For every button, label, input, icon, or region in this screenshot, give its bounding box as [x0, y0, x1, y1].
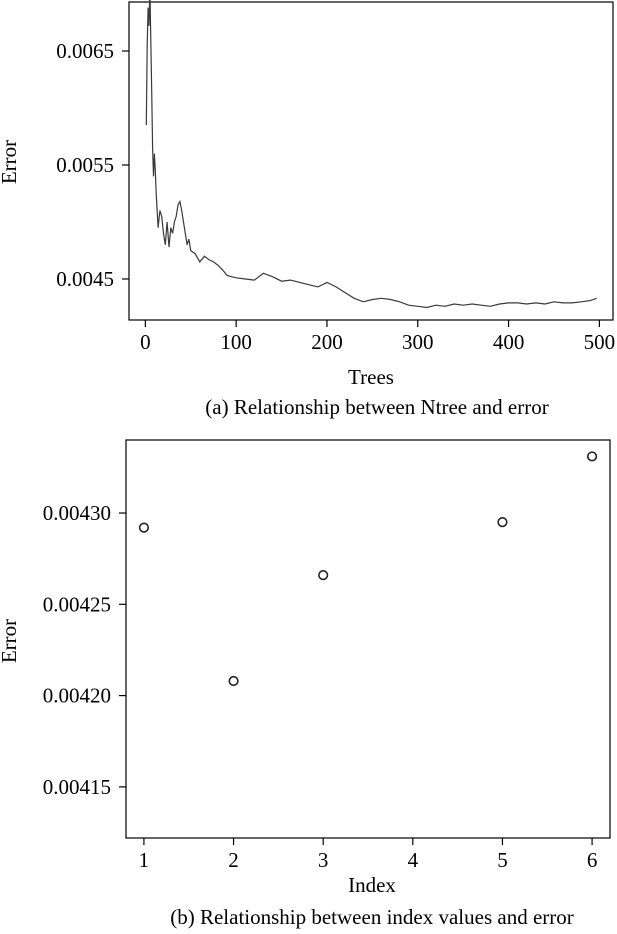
panel-b-plot-frame: [125, 439, 611, 839]
panel-a-y-axis-label: Error: [0, 140, 21, 184]
panel-a-caption: (a) Relationship between Ntree and error: [205, 395, 548, 419]
panel-b-y-tick-label: 0.00420: [43, 684, 111, 708]
panel-b-data-point: [138, 522, 150, 533]
panel-a-x-tick-label: 200: [311, 330, 343, 354]
panel-a-x-tick-label: 300: [402, 330, 434, 354]
panel-a-error-series-line: [145, 0, 597, 309]
panel-b-y-axis-label: Error: [0, 619, 21, 663]
panel-b-caption: (b) Relationship between index values an…: [170, 905, 574, 929]
panel-a-y-tick-label: 0.0065: [56, 39, 114, 63]
panel-a-y-tick-label: 0.0055: [56, 153, 114, 177]
panel-b-y-tick-label: 0.00430: [43, 501, 111, 525]
panel-a-x-tick-label: 0: [140, 330, 151, 354]
panel-a-x-axis: 0 100 200 300 400 500: [140, 320, 615, 354]
panel-b-x-axis-label: Index: [348, 873, 396, 897]
panel-b-x-tick-label: 1: [139, 848, 150, 872]
panel-b-data-point: [586, 451, 598, 462]
panel-b-x-axis: 1 2 3 4 5 6: [139, 838, 598, 872]
panel-b-x-tick-label: 3: [318, 848, 329, 872]
panel-a-x-axis-label: Trees: [348, 365, 394, 389]
panel-a-x-tick-label: 500: [584, 330, 616, 354]
panel-b-scatter-chart: 1 2 3 4 5 6 0.00415 0.00420 0.00425 0.00430 Inde…: [0, 439, 611, 929]
panel-a-plot-frame: [128, 1, 614, 321]
panel-b-data-point: [497, 517, 508, 528]
panel-b-points: [138, 451, 598, 687]
panel-b-x-tick-label: 5: [497, 848, 508, 872]
panel-b-x-tick-label: 6: [587, 848, 598, 872]
panel-b-x-tick-label: 4: [408, 848, 419, 872]
panel-a-y-axis: 0.0045 0.0055 0.0065: [56, 39, 129, 291]
panel-a-x-tick-label: 100: [220, 330, 252, 354]
panel-b-x-tick-label: 2: [228, 848, 239, 872]
panel-b-y-tick-label: 0.00425: [43, 592, 111, 616]
panel-b-data-point: [228, 675, 239, 687]
panel-a-y-tick-label: 0.0045: [56, 267, 114, 291]
panel-b-y-tick-label: 0.00415: [43, 775, 111, 799]
panel-b-y-axis: 0.00415 0.00420 0.00425 0.00430: [43, 501, 126, 799]
panel-a-x-tick-label: 400: [493, 330, 525, 354]
panel-a-line-chart: 0 100 200 300 400 500 0.0045 0.0055 0.0065 Tree…: [0, 0, 615, 419]
panel-b-data-point: [318, 570, 329, 581]
